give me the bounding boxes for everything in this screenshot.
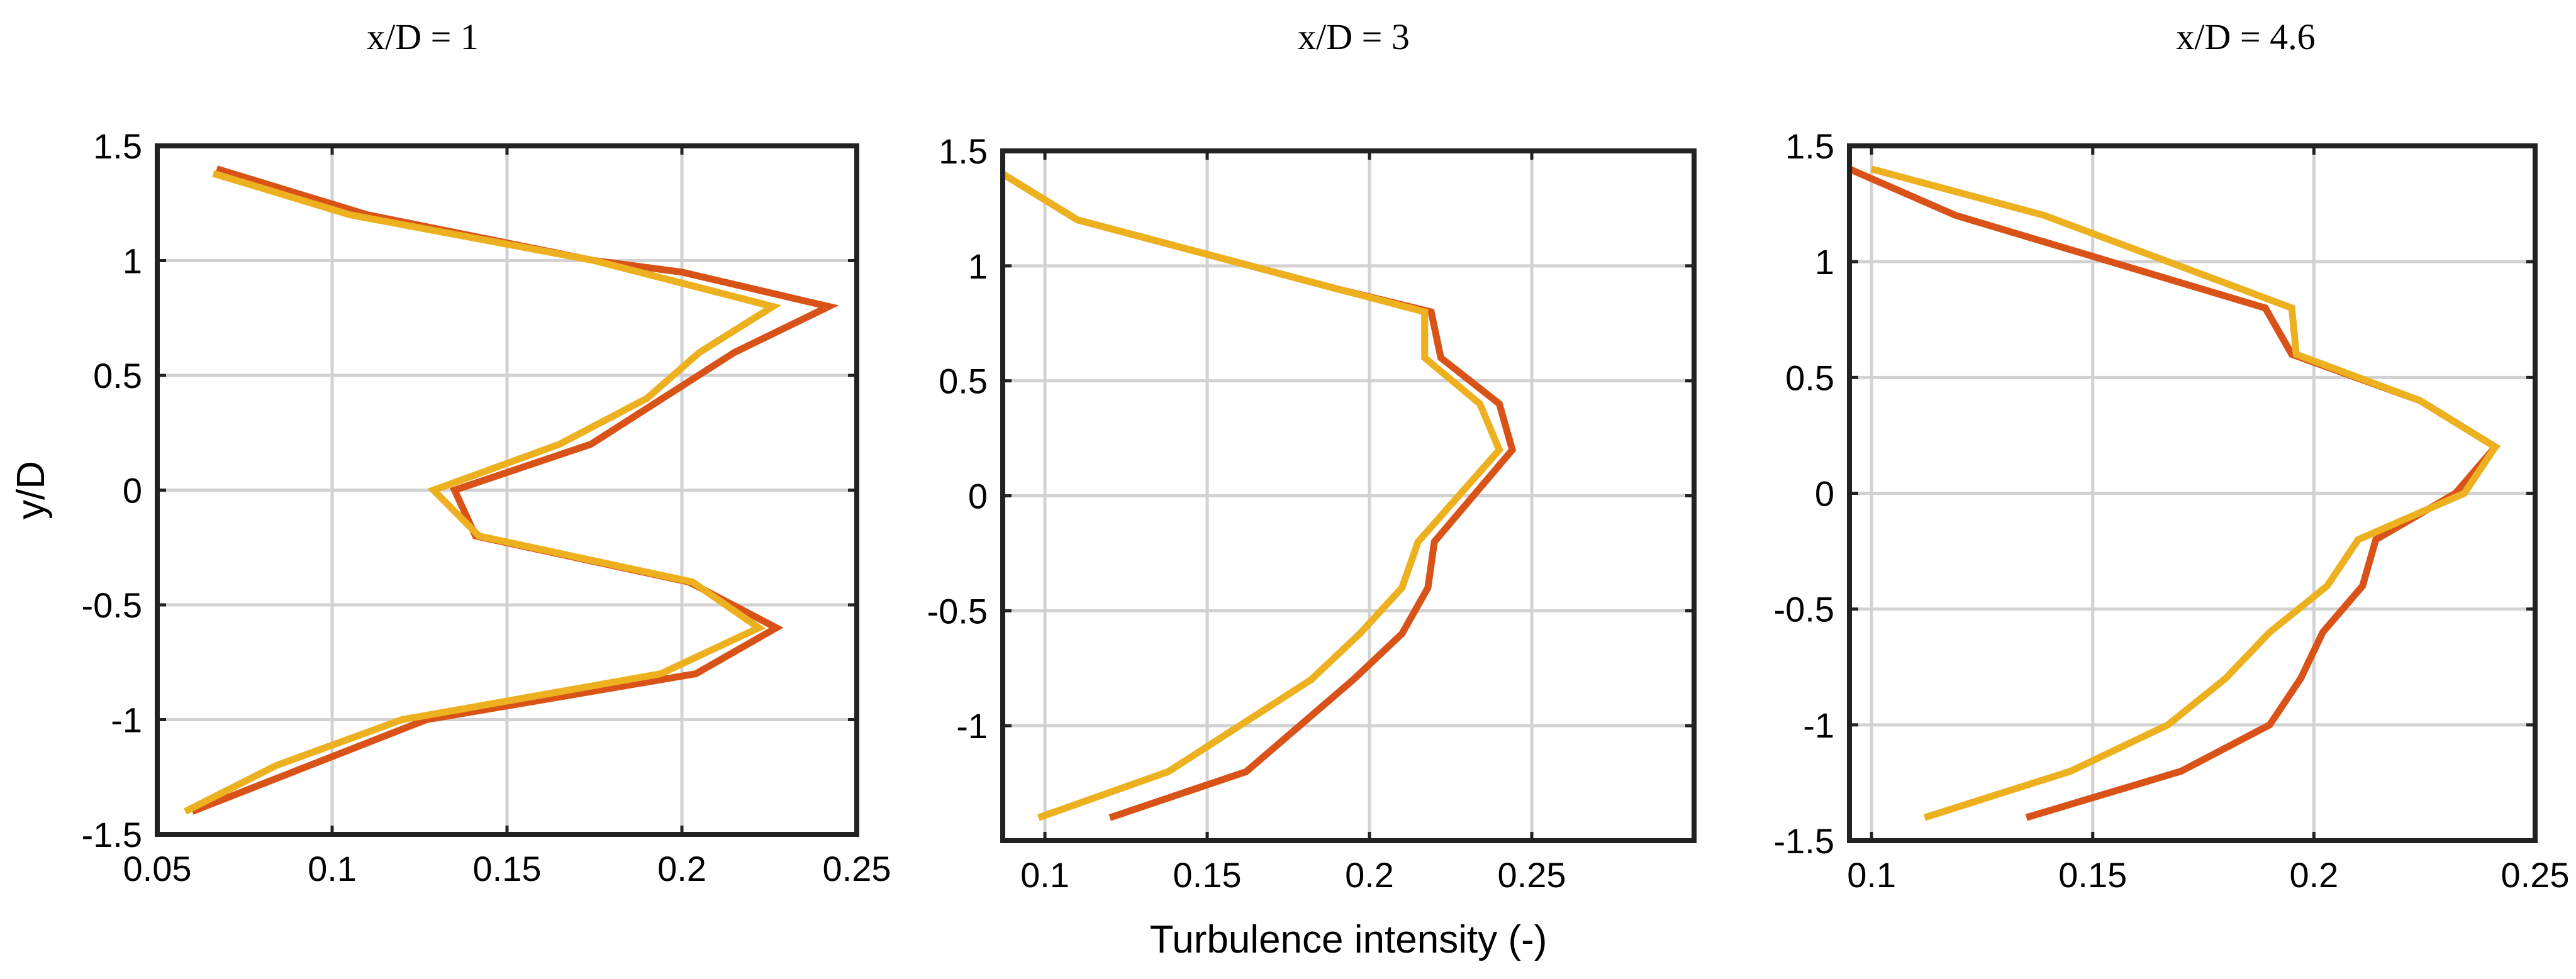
y-tick-label--0-5: -0.5 [927, 591, 988, 631]
y-tick-label-0: 0 [1815, 474, 1834, 514]
panel-x-d-1: 0.05 0.1 0.15 0.2 0.25 1.5 1 0.5 0 -0.5 -1 -1.5 x/D … [9, 16, 891, 888]
x-tick-label-0-2: 0.2 [2289, 855, 2338, 895]
x-tick-label-0-1: 0.1 [1020, 855, 1069, 895]
y-tick-label-1: 1 [123, 241, 142, 281]
y-tick-label-0-5: 0.5 [939, 362, 988, 401]
y-axis-label: y/D [9, 461, 53, 519]
y-tick-label-1-5: 1.5 [1785, 126, 1834, 166]
x-tick-label-0-25: 0.25 [823, 849, 891, 888]
y-tick-label--1: -1 [111, 700, 142, 740]
x-tick-label-0-1: 0.1 [308, 849, 357, 888]
series-line-2 [1870, 165, 2501, 821]
x-tick-label-0-2: 0.2 [657, 849, 706, 888]
x-tick-label-0-25: 0.25 [1498, 855, 1566, 895]
panel-x-d-3: 0.1 0.15 0.2 0.25 1.5 1 0.5 0 -0.5 -1 x/D = 3 Turbu… [927, 16, 1697, 961]
y-tick-label--1-5: -1.5 [82, 815, 143, 855]
y-tick-label-0: 0 [123, 471, 142, 511]
x-tick-label-0-1: 0.1 [1847, 855, 1896, 895]
y-tick-label--0-5: -0.5 [1774, 590, 1835, 629]
x-tick-label-0-05: 0.05 [123, 849, 192, 888]
y-tick-label-0: 0 [968, 477, 988, 516]
y-tick-label--1: -1 [1803, 705, 1834, 745]
y-tick-label-1: 1 [968, 246, 988, 286]
y-tick-label-0-5: 0.5 [93, 356, 142, 395]
x-axis-label: Turbulence intensity (-) [1150, 918, 1547, 961]
series-line-2 [1001, 170, 1503, 821]
panel-title: x/D = 4.6 [2176, 16, 2315, 57]
x-tick-label-0-15: 0.15 [1173, 855, 1242, 895]
x-tick-label-0-15: 0.15 [473, 849, 542, 888]
y-tick-label-1-5: 1.5 [939, 131, 988, 171]
y-tick-label--0-5: -0.5 [82, 585, 143, 625]
panel-title: x/D = 3 [1298, 16, 1410, 57]
x-tick-label-0-15: 0.15 [2058, 855, 2127, 895]
panel-x-d-4-6: 0.1 0.15 0.2 0.25 1.5 1 0.5 0 -0.5 -1 -1.5 x/D = 4.… [1774, 16, 2570, 895]
series-line-2 [184, 170, 782, 815]
x-tick-label-0-2: 0.2 [1345, 855, 1394, 895]
panel-title: x/D = 1 [367, 16, 479, 57]
y-tick-label--1: -1 [956, 706, 988, 746]
y-tick-label-1-5: 1.5 [93, 126, 142, 166]
y-tick-label-0-5: 0.5 [1785, 358, 1834, 397]
x-tick-label-0-25: 0.25 [2501, 855, 2570, 895]
y-tick-label--1-5: -1.5 [1774, 821, 1835, 861]
y-tick-label-1: 1 [1815, 242, 1834, 282]
